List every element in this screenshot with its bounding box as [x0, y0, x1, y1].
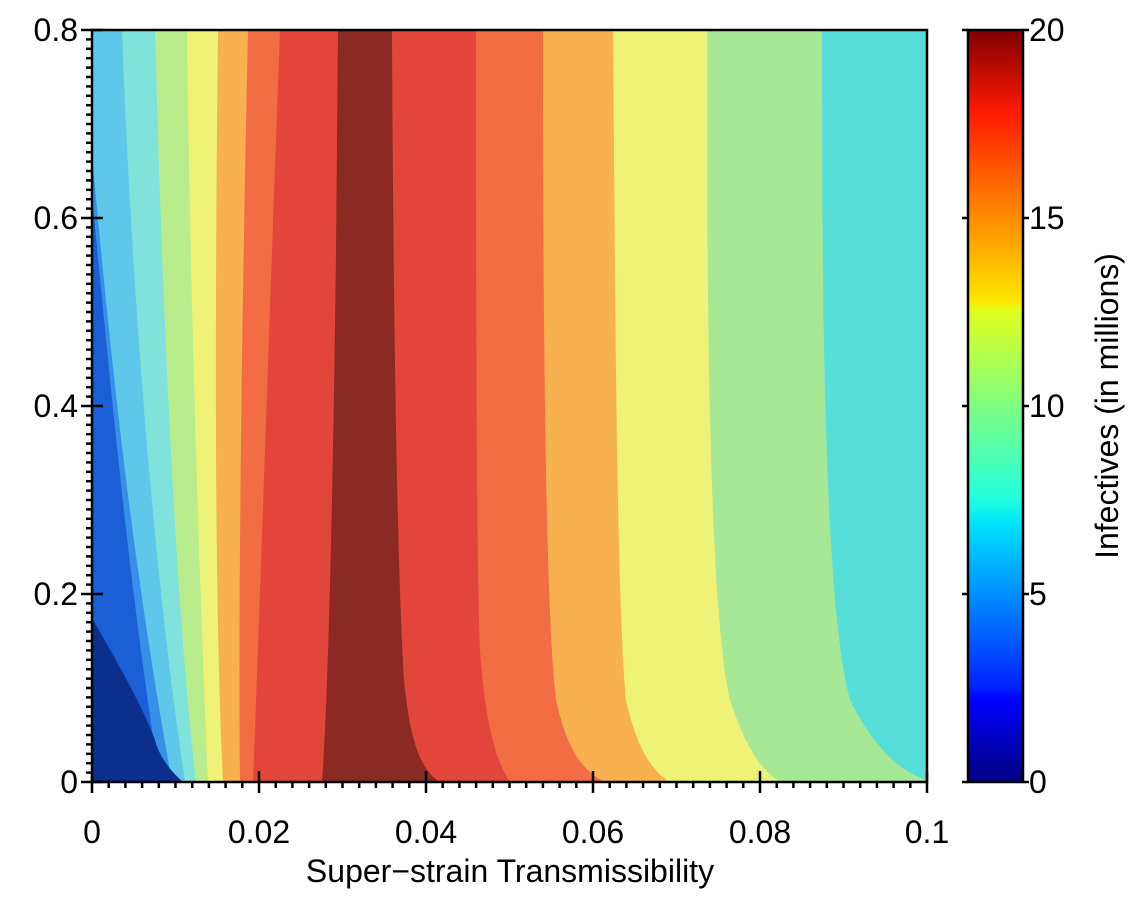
- y-tick-labels: 0 0.2 0.4 0.6 0.8: [34, 12, 78, 800]
- plot-area: [92, 30, 927, 782]
- x-tick-label: 0.06: [562, 814, 624, 850]
- x-tick-label: 0: [83, 814, 101, 850]
- y-tick-label: 0.2: [34, 576, 78, 612]
- x-axis: [90, 771, 929, 793]
- colorbar-tick-label: 15: [1029, 200, 1065, 236]
- colorbar-gradient: [966, 28, 1025, 784]
- x-tick-label: 0.1: [905, 814, 949, 850]
- y-tick-label: 0: [60, 764, 78, 800]
- x-axis-title: Super−strain Transmissibility: [306, 853, 714, 889]
- x-tick-label: 0.02: [228, 814, 290, 850]
- y-axis: [81, 28, 103, 784]
- contour-region-peak: [322, 30, 440, 782]
- contour-region: [92, 618, 183, 782]
- contour-region: [92, 195, 160, 782]
- colorbar-title: Infectives (in millions): [1089, 253, 1125, 559]
- x-tick-label: 0.04: [395, 814, 457, 850]
- y-tick-label: 0.8: [34, 12, 78, 48]
- colorbar-tick-label: 20: [1029, 12, 1065, 48]
- colorbar: [966, 28, 1025, 784]
- y-tick-label: 0.4: [34, 388, 78, 424]
- x-tick-label: 0.08: [729, 814, 791, 850]
- x-tick-labels: 0 0.02 0.04 0.06 0.08 0.1: [83, 814, 949, 850]
- colorbar-tick-label: 10: [1029, 388, 1065, 424]
- colorbar-tick-label: 0: [1029, 764, 1047, 800]
- colorbar-ticks: [962, 28, 1029, 784]
- colorbar-tick-labels: 0 5 10 15 20: [1029, 12, 1065, 800]
- colorbar-tick-label: 5: [1029, 576, 1047, 612]
- y-tick-label: 0.6: [34, 200, 78, 236]
